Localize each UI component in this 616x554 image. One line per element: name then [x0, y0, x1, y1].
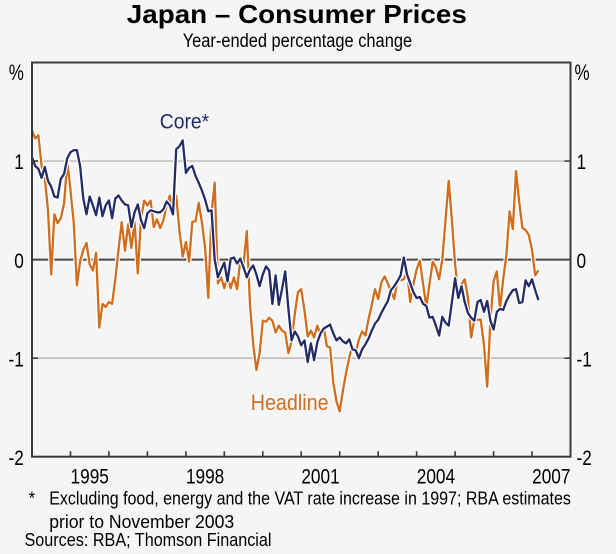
svg-text:1998: 1998 — [186, 466, 224, 489]
svg-text:1995: 1995 — [71, 466, 109, 489]
svg-text:Excluding food, energy and the: Excluding food, energy and the VAT rate … — [49, 489, 571, 509]
svg-text:1: 1 — [577, 151, 587, 174]
svg-text:%: % — [575, 60, 590, 85]
svg-text:Year-ended percentage change: Year-ended percentage change — [183, 31, 412, 52]
svg-text:Core*: Core* — [160, 111, 209, 134]
svg-text:Sources: RBA; Thomson Financia: Sources: RBA; Thomson Financial — [25, 530, 272, 549]
svg-text:2004: 2004 — [417, 466, 456, 489]
svg-text:2007: 2007 — [532, 466, 570, 489]
svg-text:-1: -1 — [577, 348, 592, 371]
svg-text:%: % — [9, 60, 24, 85]
svg-text:2001: 2001 — [301, 466, 339, 489]
svg-text:-1: -1 — [9, 348, 24, 371]
svg-text:prior to November 2003: prior to November 2003 — [49, 512, 234, 532]
svg-text:*: * — [29, 489, 35, 509]
svg-text:0: 0 — [577, 250, 587, 273]
svg-text:Headline: Headline — [251, 390, 329, 415]
svg-text:-2: -2 — [9, 447, 24, 470]
svg-text:-2: -2 — [577, 447, 592, 470]
svg-text:0: 0 — [14, 250, 24, 273]
svg-text:Japan – Consumer Prices: Japan – Consumer Prices — [127, 0, 467, 29]
svg-text:1: 1 — [14, 151, 24, 174]
